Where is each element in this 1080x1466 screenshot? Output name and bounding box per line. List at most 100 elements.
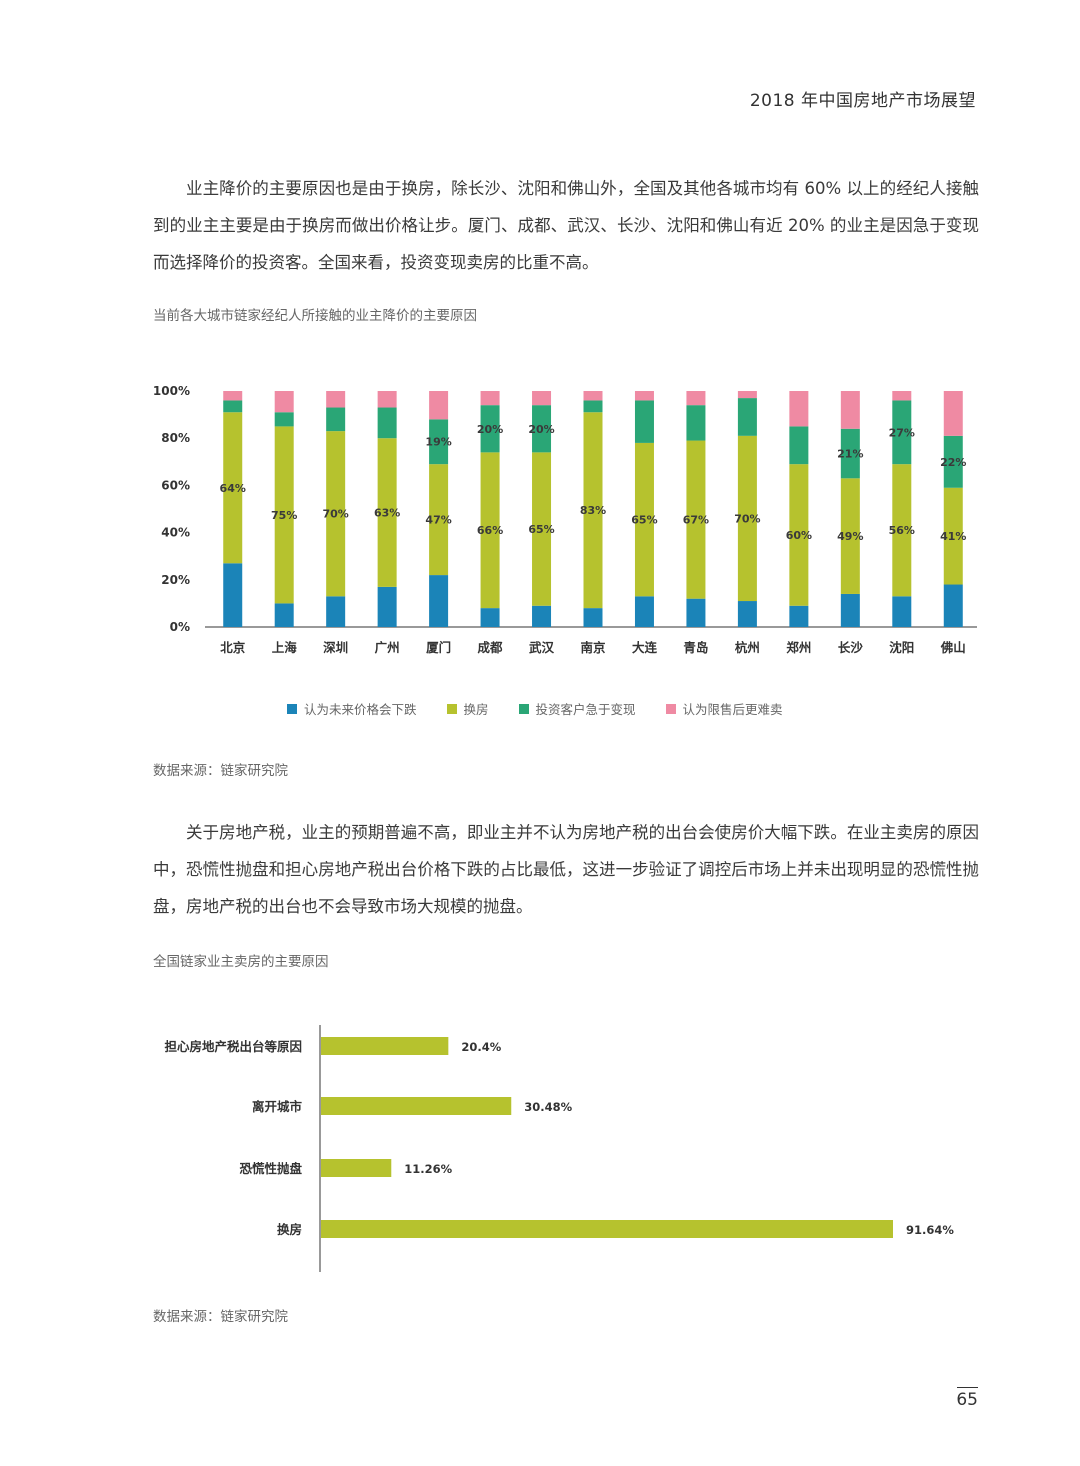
- x-tick-label: 北京: [220, 640, 246, 655]
- bar-segment: [943, 584, 963, 627]
- bar-segment: [789, 464, 809, 606]
- data-label: 70%: [322, 508, 348, 521]
- legend-swatch: [518, 703, 529, 714]
- bar-segment: [532, 605, 552, 627]
- x-tick-label: 杭州: [735, 640, 760, 655]
- bar-segment: [223, 412, 243, 564]
- x-tick-label: 武汉: [529, 640, 555, 655]
- x-tick-label: 厦门: [426, 640, 451, 655]
- y-tick-label: 80%: [161, 431, 190, 445]
- bar-value-label: 30.48%: [524, 1100, 572, 1114]
- legend-label: 投资客户急于变现: [535, 702, 636, 717]
- data-source-1: 数据来源：链家研究院: [153, 763, 288, 779]
- bar-segment: [274, 426, 294, 604]
- bar-segment: [583, 608, 603, 627]
- data-label: 67%: [683, 514, 709, 527]
- bar-segment: [789, 391, 809, 427]
- x-tick-label: 南京: [580, 640, 606, 655]
- data-label: 83%: [580, 504, 606, 517]
- data-label: 65%: [528, 523, 554, 536]
- bar-segment: [737, 435, 757, 602]
- data-label: 20%: [477, 423, 503, 436]
- x-tick-label: 郑州: [786, 640, 811, 655]
- bar-segment: [377, 586, 397, 627]
- legend-swatch: [287, 703, 297, 714]
- x-tick-label: 广州: [375, 640, 400, 655]
- bar-segment: [429, 464, 449, 576]
- bar-segment: [737, 601, 757, 627]
- x-tick-label: 长沙: [838, 640, 864, 655]
- bar-segment: [686, 405, 706, 441]
- bar-segment: [892, 596, 912, 627]
- legend-label: 认为未来价格会下跌: [304, 702, 417, 717]
- legend-item: 换房: [446, 699, 489, 718]
- bar-segment: [840, 593, 860, 627]
- bar-segment: [583, 400, 603, 413]
- legend-item: 投资客户急于变现: [518, 699, 636, 718]
- bar-segment: [686, 598, 706, 627]
- chart1-legend: 认为未来价格会下跌 换房 投资客户急于变现 认为限售后更难卖: [287, 699, 783, 718]
- data-label: 27%: [889, 426, 915, 439]
- data-label: 21%: [837, 448, 863, 461]
- x-tick-label: 深圳: [323, 640, 348, 655]
- paragraph-tax: 关于房地产税，业主的预期普遍不高，即业主并不认为房地产税的出台会使房价大幅下跌。…: [153, 823, 979, 916]
- bar-segment: [532, 391, 552, 406]
- bar-segment: [686, 440, 706, 599]
- data-label: 65%: [631, 514, 657, 527]
- x-tick-label: 大连: [632, 640, 658, 655]
- bar-segment: [429, 419, 449, 465]
- legend-swatch: [665, 703, 676, 714]
- bar-segment: [634, 391, 654, 401]
- y-tick-label: 0%: [170, 620, 190, 634]
- bar-segment: [583, 412, 603, 609]
- data-label: 49%: [837, 530, 863, 543]
- data-label: 63%: [374, 507, 400, 520]
- data-label: 75%: [271, 509, 297, 522]
- y-tick-label: 60%: [161, 478, 190, 492]
- bar-segment: [429, 391, 449, 420]
- horizontal-bar-chart: 担心房地产税出台等原因 20.4% 离开城市 30.48% 恐慌性抛盘 11.26% 换房 9…: [164, 1025, 954, 1272]
- bar-segment: [223, 400, 243, 413]
- y-tick-label: 20%: [161, 573, 190, 587]
- bar-segment: [943, 487, 963, 585]
- bar-segment: [737, 398, 757, 436]
- bar-segment: [532, 405, 552, 453]
- bar-segment: [377, 407, 397, 439]
- page-number-rule: [957, 1387, 978, 1388]
- bar-segment: [583, 391, 603, 401]
- page-number: 65: [956, 1390, 978, 1410]
- bar-segment: [480, 608, 500, 627]
- y-tick-label: 40%: [161, 526, 190, 540]
- bar-segment: [737, 391, 757, 399]
- horizontal-bar: [321, 1037, 449, 1055]
- bar-segment: [223, 563, 243, 627]
- bar-segment: [840, 391, 860, 429]
- chart2-caption: 全国链家业主卖房的主要原因: [153, 954, 329, 970]
- bar-category-label: 离开城市: [252, 1099, 303, 1114]
- bar-segment: [789, 426, 809, 465]
- bar-segment: [274, 603, 294, 627]
- document-header-title: 2018 年中国房地产市场展望: [749, 91, 976, 111]
- bar-category-label: 换房: [277, 1222, 302, 1237]
- data-label: 20%: [528, 423, 554, 436]
- bar-segment: [480, 405, 500, 453]
- bar-value-label: 11.26%: [404, 1162, 452, 1176]
- chart1-caption: 当前各大城市链家经纪人所接触的业主降价的主要原因: [153, 308, 477, 324]
- bar-segment: [326, 391, 346, 408]
- bar-segment: [274, 391, 294, 413]
- data-label: 22%: [940, 456, 966, 469]
- stacked-bar-chart: 0% 20% 40% 60% 80% 100% 北京 上海 深圳 广州 厦门 成都 武汉 南京 大连 青岛 杭州…: [153, 384, 977, 655]
- data-label: 64%: [220, 482, 246, 495]
- data-label: 60%: [786, 529, 812, 542]
- bar-segment: [532, 452, 552, 606]
- bar-category-label: 恐慌性抛盘: [239, 1161, 302, 1176]
- paragraph-intro: 业主降价的主要原因也是由于换房，除长沙、沈阳和佛山外，全国及其他各城市均有 60…: [153, 179, 979, 272]
- bar-segment: [429, 575, 449, 627]
- bar-segment: [892, 400, 912, 465]
- bar-segment: [274, 412, 294, 427]
- legend-label: 认为限售后更难卖: [682, 702, 783, 717]
- bar-segment: [892, 391, 912, 401]
- bar-segment: [840, 428, 860, 479]
- data-source-2: 数据来源：链家研究院: [153, 1309, 288, 1325]
- x-tick-label: 佛山: [940, 640, 966, 655]
